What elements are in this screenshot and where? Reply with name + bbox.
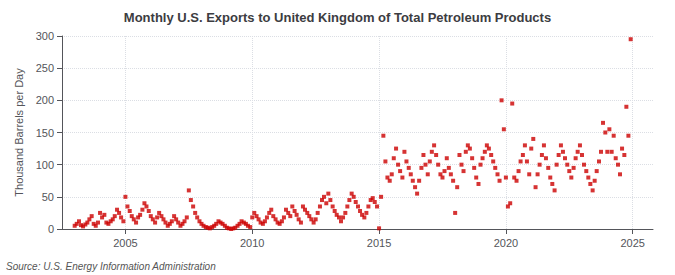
svg-text:2025: 2025: [620, 237, 644, 249]
svg-text:2010: 2010: [240, 237, 264, 249]
svg-text:0: 0: [48, 223, 54, 235]
svg-text:Monthly U.S. Exports to United: Monthly U.S. Exports to United Kingdom o…: [124, 10, 551, 25]
svg-text:250: 250: [36, 62, 54, 74]
svg-text:2005: 2005: [113, 237, 137, 249]
svg-text:300: 300: [36, 30, 54, 42]
svg-text:200: 200: [36, 94, 54, 106]
svg-text:150: 150: [36, 127, 54, 139]
svg-text:Thousand Barrels per Day: Thousand Barrels per Day: [13, 68, 25, 197]
svg-text:2015: 2015: [367, 237, 391, 249]
svg-text:100: 100: [36, 159, 54, 171]
svg-text:Source: U.S. Energy Informatio: Source: U.S. Energy Information Administ…: [6, 261, 216, 272]
svg-text:50: 50: [42, 191, 54, 203]
svg-text:2020: 2020: [494, 237, 518, 249]
